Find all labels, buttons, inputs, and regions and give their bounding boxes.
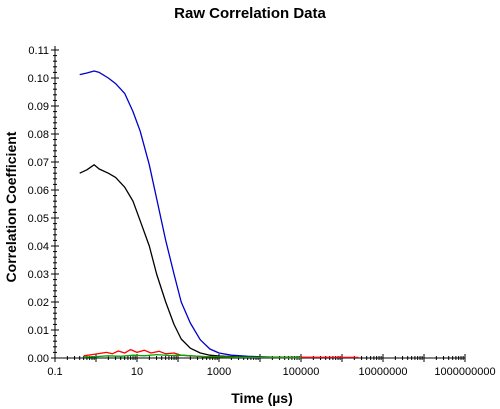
y-tick-label: 0.06 bbox=[28, 185, 49, 197]
x-tick-label: 0.1 bbox=[47, 366, 62, 378]
y-tick-label: 0.11 bbox=[28, 45, 49, 57]
y-tick-label: 0.09 bbox=[28, 101, 49, 113]
x-tick-label: 100000 bbox=[283, 366, 320, 378]
y-tick-label: 0.03 bbox=[28, 269, 49, 281]
y-tick-label: 0.08 bbox=[28, 129, 49, 141]
x-tick-label: 1000000000 bbox=[434, 366, 495, 378]
y-tick-label: 0.05 bbox=[28, 213, 49, 225]
series-line-2 bbox=[79, 164, 359, 359]
series-line-4 bbox=[83, 353, 302, 359]
series-layer bbox=[79, 70, 359, 359]
series-line-1 bbox=[79, 70, 359, 359]
y-tick-label: 0.00 bbox=[28, 353, 49, 365]
x-tick-label: 10000000 bbox=[359, 366, 408, 378]
y-axis-title: Correlation Coefficient bbox=[3, 131, 19, 282]
x-axis-title: Time (µs) bbox=[231, 390, 293, 406]
y-tick-label: 0.04 bbox=[28, 241, 49, 253]
x-tick-label: 10 bbox=[131, 366, 143, 378]
y-tick-label: 0.07 bbox=[28, 157, 49, 169]
axes-layer: 0.00 0.01 0.02 0.03 0.04 0.05 0.06 0.07 0.08 0.09… bbox=[28, 45, 496, 378]
y-tick-label: 0.01 bbox=[28, 325, 49, 337]
y-tick-label: 0.02 bbox=[28, 297, 49, 309]
y-tick-label: 0.10 bbox=[28, 73, 49, 85]
chart-title: Raw Correlation Data bbox=[174, 5, 326, 22]
x-tick-label: 1000 bbox=[207, 366, 231, 378]
